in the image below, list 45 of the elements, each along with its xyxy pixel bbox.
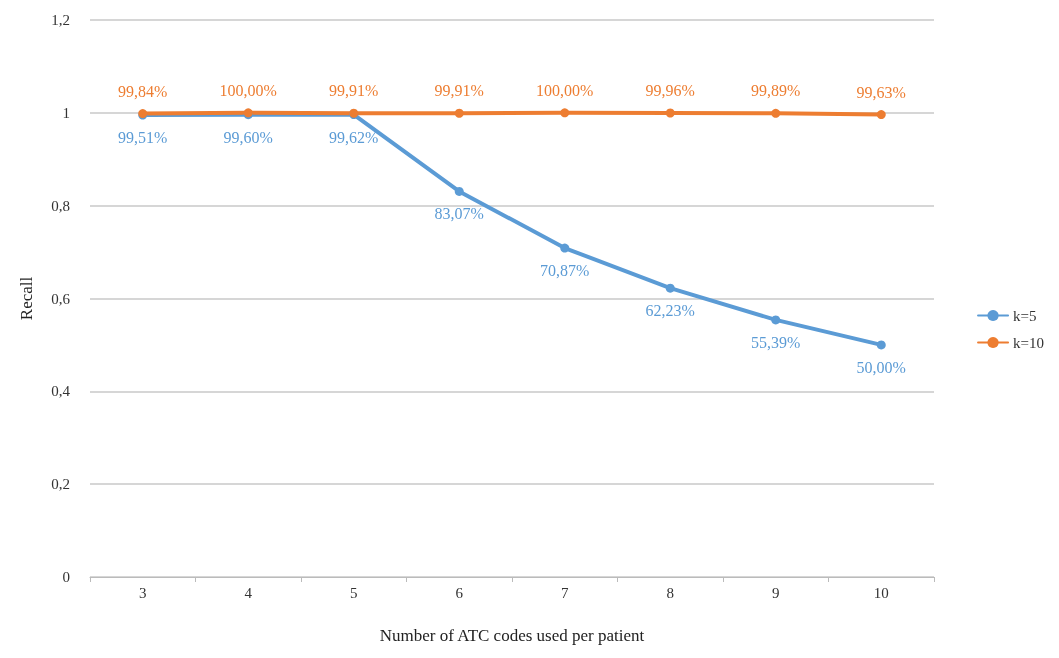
data-label: 100,00%: [536, 81, 594, 99]
legend-label: k=10: [1013, 334, 1045, 351]
y-tick-label: 0,2: [51, 476, 70, 493]
data-label: 99,62%: [329, 128, 379, 146]
x-tick-label: 3: [139, 584, 147, 601]
x-axis-title: Number of ATC codes used per patient: [379, 626, 645, 645]
point: [454, 186, 464, 196]
data-label: 55,39%: [751, 333, 801, 351]
x-tick-label: 7: [561, 584, 569, 601]
y-tick-label: 0,6: [51, 290, 71, 307]
point: [454, 108, 464, 118]
x-tick-label: 8: [666, 584, 674, 601]
point: [665, 283, 675, 293]
y-tick-label: 1: [62, 104, 70, 121]
data-label: 99,84%: [118, 82, 168, 100]
data-label: 99,51%: [118, 129, 168, 147]
x-tick-label: 5: [350, 584, 358, 601]
point: [560, 243, 570, 253]
data-label: 99,60%: [223, 128, 273, 146]
point: [876, 340, 886, 350]
point: [771, 315, 781, 325]
data-label: 99,91%: [434, 82, 484, 100]
data-label: 99,91%: [329, 82, 379, 100]
x-tick-label: 6: [455, 584, 464, 601]
data-label: 50,00%: [856, 358, 906, 376]
point: [560, 108, 570, 118]
data-label: 99,63%: [856, 83, 906, 101]
y-tick-label: 0,4: [51, 383, 71, 400]
data-label: 99,96%: [645, 82, 695, 100]
y-tick-label: 0,8: [51, 197, 70, 214]
data-label: 99,89%: [751, 82, 801, 100]
point: [876, 110, 886, 120]
x-tick-label: 10: [873, 584, 889, 601]
point: [665, 108, 675, 118]
data-label: 100,00%: [219, 81, 277, 99]
y-tick-label: 1,2: [51, 12, 70, 28]
data-label: 70,87%: [540, 262, 590, 280]
x-tick-label: 4: [244, 584, 253, 601]
data-label: 62,23%: [645, 302, 695, 320]
x-tick-label: 9: [772, 584, 780, 601]
y-tick-label: 0: [62, 569, 70, 585]
point: [771, 108, 781, 118]
legend-label: k=5: [1013, 307, 1037, 324]
data-label: 83,07%: [434, 205, 484, 223]
y-axis-title: Recall: [17, 276, 36, 321]
